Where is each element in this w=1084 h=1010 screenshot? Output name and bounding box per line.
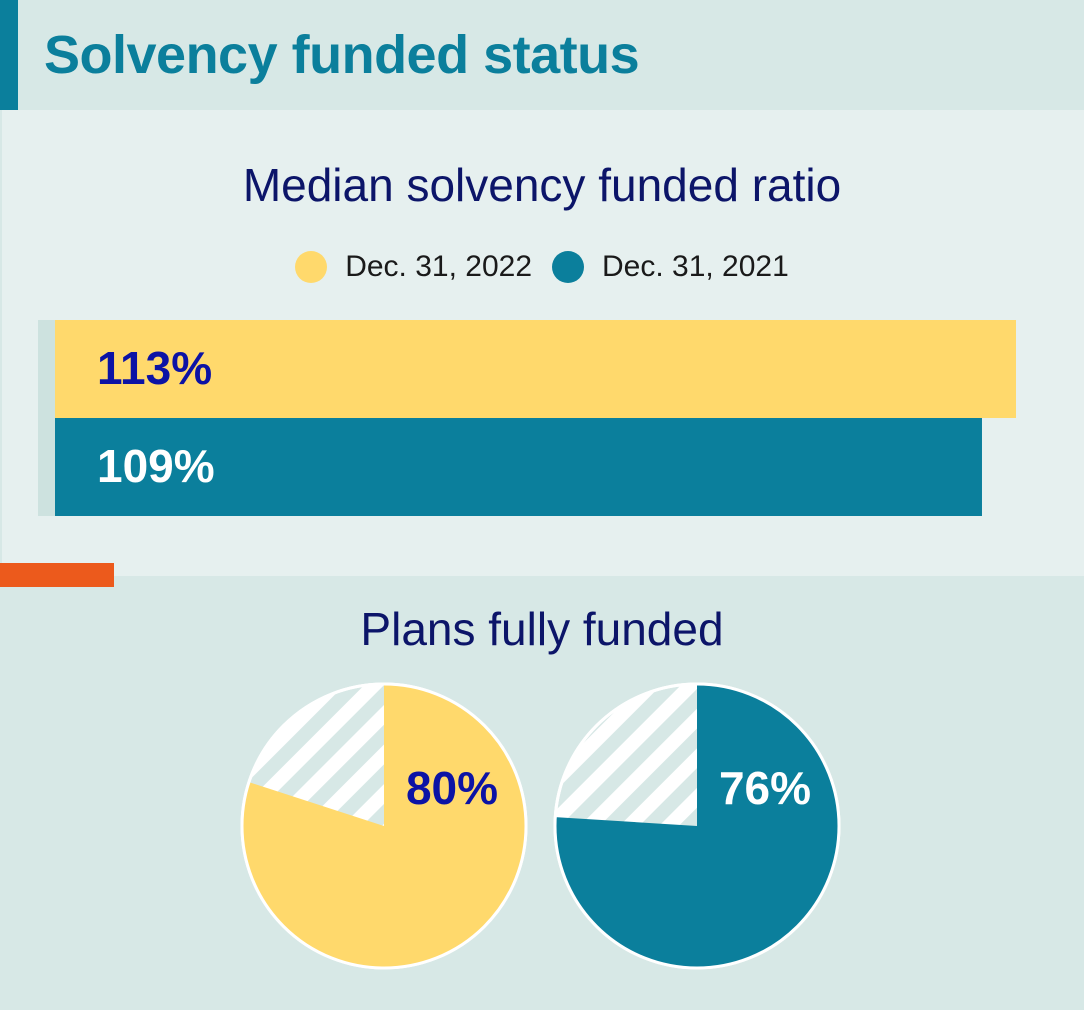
bar-chart: 113% 109% (38, 320, 1016, 516)
legend-item-2021: Dec. 31, 2021 (552, 250, 789, 284)
pie-label-2021: 76% (719, 762, 811, 814)
legend-dot-2022 (295, 251, 328, 283)
bar-axis-strip (38, 320, 56, 516)
header-accent-bar (0, 0, 18, 110)
legend-label-2021: Dec. 31, 2021 (602, 250, 789, 283)
legend-item-2022: Dec. 31, 2022 (295, 250, 532, 284)
pie-outline-2021 (553, 682, 841, 970)
pie-outline-2022 (240, 682, 528, 970)
bar-label-2021: 109% (97, 440, 215, 492)
section-divider (0, 563, 114, 587)
bar-2021 (55, 418, 982, 516)
legend-dot-2021 (552, 251, 584, 283)
pie-label-2022: 80% (406, 762, 498, 814)
bar-chart-title: Median solvency funded ratio (242, 159, 842, 211)
page-title: Solvency funded status (44, 25, 640, 85)
pie-chart-title: Plans fully funded (360, 603, 724, 655)
pie-slice-2021 (555, 684, 839, 968)
bar-2022 (55, 320, 1016, 418)
legend-label-2022: Dec. 31, 2022 (345, 250, 532, 283)
legend: Dec. 31, 2022 Dec. 31, 2021 (0, 250, 1084, 284)
header-band: Solvency funded status (0, 0, 1084, 110)
bar-label-2022: 113% (97, 342, 212, 394)
pie-slice-2022 (242, 684, 526, 968)
